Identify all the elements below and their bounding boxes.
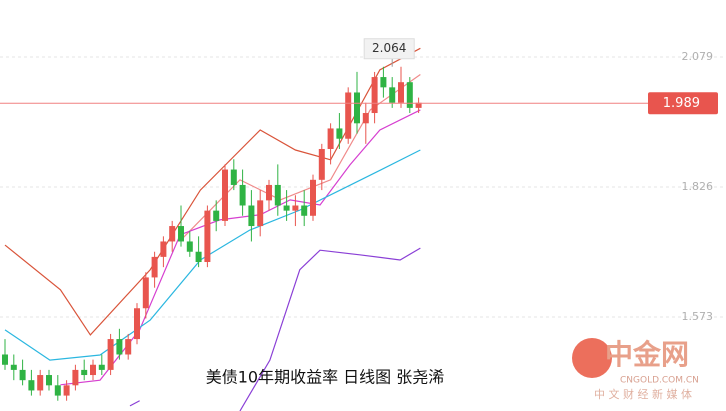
candle-body [2,354,8,365]
candle-body [266,184,272,201]
watermark-logo: 中金网 [605,338,689,371]
indicator-line [239,247,421,411]
candle-body [54,385,61,396]
candle-body [28,380,35,391]
candle-body [257,200,264,227]
candle-body [37,375,44,391]
indicator-line [129,400,140,407]
y-tick-label: 2.079 [682,50,714,63]
candle-body [204,210,211,263]
candle-body [81,369,88,376]
candle-body [230,169,237,185]
candle-body [90,364,96,376]
candle-body [160,241,167,257]
candle-body [274,184,281,206]
candle-body [142,277,149,309]
chart-title: 美债10年期收益率 日线图 张尧浠 [206,368,445,387]
candle-body [292,205,299,211]
candle-body [283,205,290,211]
candle-body [72,369,79,386]
last-price-box [648,92,718,115]
y-tick-label: 1.826 [682,180,714,193]
watermark-slogan: 中 文 财 经 新 媒 体 [594,387,692,401]
high-label: 2.064 [372,41,406,55]
high-label-box [363,38,415,60]
candle-body [398,82,404,103]
candle-body [310,179,316,216]
candle-body [389,87,396,103]
candle-body [248,205,255,227]
candle-body [19,369,26,381]
candle-body [195,251,202,263]
candle-body [10,364,17,370]
candle-body [134,308,140,340]
candle-body [336,128,343,139]
watermark: 中金网 CNGOLD.COM.CN 中 文 财 经 新 媒 体 [572,338,699,401]
candle-body [63,385,70,396]
candle-body [107,339,114,370]
candle-body [222,169,228,221]
candle-body [116,339,123,355]
last-price-label: 1.989 [663,96,700,111]
candle-body [406,82,413,108]
candle-body [415,102,422,108]
indicator-line [180,74,421,241]
watermark-site: CNGOLD.COM.CN [620,376,699,386]
candle-body [151,256,158,278]
y-tick-label: 1.573 [682,310,714,323]
candle-body [239,184,246,206]
candle-body [178,226,184,242]
candle-body [125,339,132,355]
watermark-logo-icon [572,338,612,378]
candle-body [301,205,308,216]
indicator-line [4,149,421,361]
candle-body [345,92,352,139]
candle-body [380,77,387,88]
candle-body [46,375,52,386]
candle-body [318,148,325,180]
candle-body [327,128,334,149]
candle-body [371,77,378,114]
candle-body [362,113,369,124]
candle-body [213,210,220,221]
candle-body [169,226,176,242]
candle-body [354,92,360,124]
candle-body [186,241,193,252]
candle-body [98,364,105,370]
